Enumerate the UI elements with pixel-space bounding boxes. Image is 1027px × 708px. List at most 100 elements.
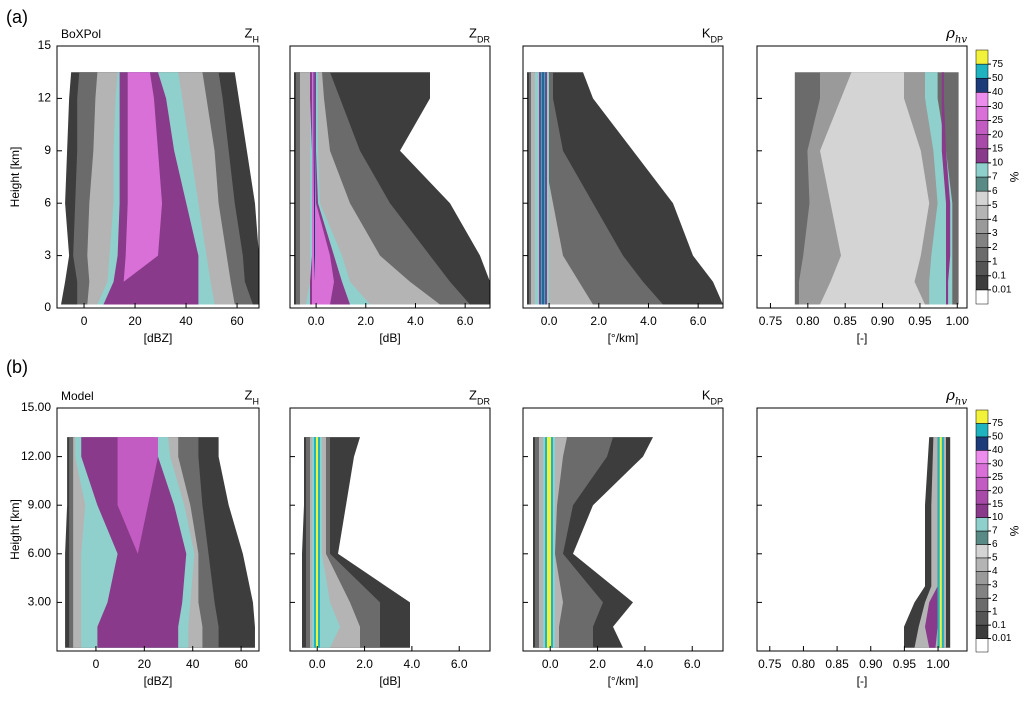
x-tick-label: 0.0: [309, 657, 326, 671]
x-axis-label: [dB]: [379, 674, 400, 688]
colorbar-swatch: [975, 638, 989, 653]
title-subscript: DP: [710, 34, 723, 44]
colorbar-tick-label: 10: [992, 158, 1004, 169]
x-tick-label: 4.0: [640, 314, 657, 328]
y-tick-label: 15.00: [21, 400, 51, 414]
colorbar-tick-label: 75: [992, 418, 1004, 429]
panel-title: ρ: [945, 386, 955, 404]
x-axis-label: [°/km]: [608, 331, 639, 345]
x-tick-label: 0.75: [759, 314, 783, 328]
x-tick-label: 60: [230, 314, 244, 328]
x-tick-label: 0: [93, 657, 100, 671]
colorbar-tick-label: 40: [992, 445, 1004, 456]
colorbar-swatch: [975, 530, 989, 545]
contour-region: [939, 437, 942, 648]
x-tick-label: 6.0: [451, 657, 468, 671]
plot-frame: [56, 407, 260, 652]
colorbar-swatch: [975, 517, 989, 532]
plot-area: [61, 72, 259, 305]
colorbar-tick-label: 3: [992, 579, 998, 590]
colorbar-swatch: [975, 503, 989, 518]
x-tick-label: 2.0: [357, 314, 374, 328]
y-tick-label: 6: [44, 195, 51, 209]
colorbar-tick-label: 1: [992, 606, 998, 617]
contour-region: [316, 437, 318, 648]
contour-region: [312, 72, 334, 305]
y-axis-label: Height [km]: [8, 499, 22, 560]
colorbar-swatch: [975, 148, 989, 164]
x-tick-label: 6.0: [457, 314, 474, 328]
title-subscript: hv: [955, 397, 967, 408]
x-axis-label: [dB]: [379, 331, 400, 345]
x-tick-label: 0.85: [825, 657, 849, 671]
colorbar-tick-label: 7: [992, 526, 998, 537]
x-tick-label: 1.00: [926, 657, 950, 671]
panel-title: ρ: [945, 24, 955, 42]
x-axis-label: [°/km]: [608, 674, 639, 688]
colorbar-tick-label: 40: [992, 87, 1004, 98]
colorbar-swatch: [975, 584, 989, 599]
x-tick-label: 60: [234, 657, 248, 671]
colorbar-swatch: [975, 106, 989, 121]
contour-region: [941, 72, 951, 305]
colorbar-label: %: [1007, 172, 1021, 183]
panel-title: K: [702, 387, 711, 402]
x-tick-label: 0.80: [796, 314, 820, 328]
panel-title: Z: [469, 25, 477, 40]
x-axis-label: [-]: [857, 674, 868, 688]
colorbar-swatch: [975, 275, 989, 291]
colorbar-tick-label: 2: [992, 593, 998, 604]
colorbar-swatch: [975, 571, 989, 586]
contour-region: [529, 72, 663, 305]
contour-region: [313, 72, 315, 305]
plot-frame: [289, 45, 491, 309]
x-tick-label: 0.85: [834, 314, 858, 328]
panel-label: Model: [61, 389, 94, 403]
y-tick-label: 9: [44, 143, 51, 157]
x-tick-label: 0.90: [859, 657, 883, 671]
figure-label: (b): [6, 357, 28, 377]
title-subscript: DR: [477, 396, 490, 406]
colorbar-tick-label: 20: [992, 485, 1004, 496]
colorbar-tick-label: 3: [992, 228, 998, 239]
panel-title: Z: [469, 387, 477, 402]
colorbar-swatch: [975, 597, 989, 612]
colorbar-swatch: [975, 219, 989, 234]
panel-title: K: [702, 25, 711, 40]
x-axis-label: [dBZ]: [144, 674, 173, 688]
plot-area: [904, 437, 951, 648]
colorbar-tick-label: 50: [992, 73, 1004, 84]
colorbar-tick-label: 6: [992, 186, 998, 197]
x-axis-label: [dBZ]: [144, 331, 173, 345]
x-tick-label: 20: [128, 314, 142, 328]
contour-region: [820, 72, 930, 305]
colorbar-tick-label: 25: [992, 115, 1004, 126]
colorbar-swatch: [975, 611, 989, 626]
colorbar-swatch: [975, 557, 989, 572]
colorbar-swatch: [975, 134, 989, 150]
plot-area: [533, 437, 653, 648]
colorbar-tick-label: 7: [992, 172, 998, 183]
x-tick-label: 0.95: [893, 657, 917, 671]
x-tick-label: 40: [179, 314, 193, 328]
colorbar-label: %: [1007, 526, 1021, 537]
colorbar-tick-label: 0.01: [992, 285, 1012, 296]
colorbar-swatch: [975, 436, 989, 451]
x-tick-label: 4.0: [637, 657, 654, 671]
y-tick-label: 6.00: [28, 546, 52, 560]
y-tick-label: 3.00: [28, 595, 52, 609]
title-subscript: DP: [710, 396, 723, 406]
x-tick-label: 6.0: [690, 314, 707, 328]
colorbar-tick-label: 4: [992, 566, 998, 577]
x-tick-label: 0.0: [541, 314, 558, 328]
colorbar-tick-label: 15: [992, 143, 1004, 154]
plot-frame: [56, 45, 260, 309]
x-tick-label: 20: [138, 657, 152, 671]
colorbar-swatch: [975, 423, 989, 438]
colorbar-swatch: [975, 463, 989, 478]
y-tick-label: 9.00: [28, 497, 52, 511]
colorbar-swatch: [975, 289, 989, 305]
y-tick-label: 15: [38, 38, 52, 52]
title-subscript: H: [253, 34, 260, 44]
